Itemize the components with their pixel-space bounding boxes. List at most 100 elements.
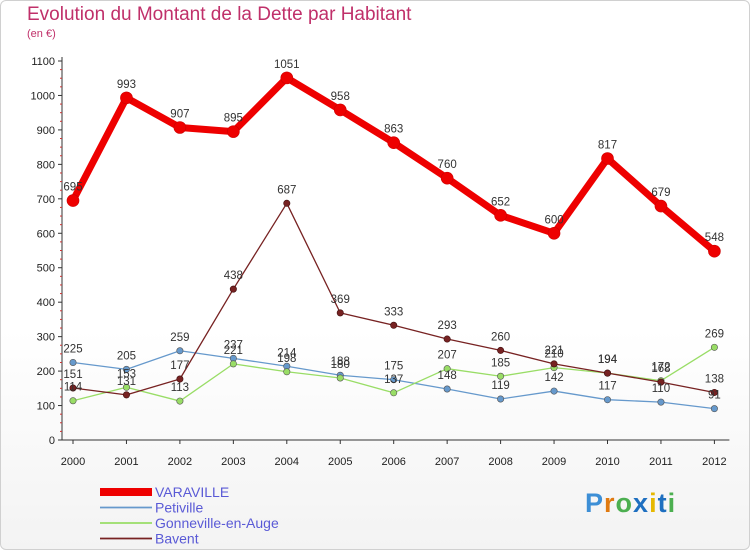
data-point-varaville: [66, 194, 80, 207]
data-point-petiville: [69, 358, 77, 366]
data-label-bavent: 138: [705, 373, 724, 385]
data-point-bavent: [229, 285, 237, 293]
data-point-varaville: [601, 152, 614, 165]
x-tick-label: 2001: [114, 456, 138, 468]
x-tick-label: 2000: [61, 456, 85, 468]
data-label-gonneville-en-auge: 194: [598, 354, 618, 366]
data-point-bavent: [710, 388, 718, 396]
data-label-varaville: 993: [117, 79, 136, 91]
chart-title: Evolution du Montant de la Dette par Hab…: [27, 4, 412, 25]
data-label-bavent: 438: [224, 270, 243, 282]
data-point-bavent: [122, 391, 130, 399]
chart-subtitle: (en €): [27, 28, 56, 40]
data-label-gonneville-en-auge: 137: [384, 374, 403, 386]
x-tick-label: 2010: [595, 456, 619, 468]
x-tick-label: 2003: [221, 456, 245, 468]
x-tick-label: 2006: [381, 456, 405, 468]
data-label-bavent: 131: [117, 376, 136, 388]
data-point-bavent: [283, 199, 291, 207]
data-label-petiville: 259: [170, 332, 189, 344]
data-label-gonneville-en-auge: 198: [277, 353, 296, 365]
x-tick-label: 2008: [488, 456, 512, 468]
data-point-gonneville-en-auge: [122, 383, 130, 391]
data-label-varaville: 548: [705, 232, 724, 244]
data-label-petiville: 119: [491, 380, 509, 392]
x-tick-label: 2009: [542, 456, 566, 468]
series-line-varaville: [69, 74, 717, 254]
data-point-varaville: [227, 125, 240, 138]
x-tick-label: 2007: [435, 456, 459, 468]
data-point-gonneville-en-auge: [443, 365, 451, 373]
data-point-petiville: [443, 385, 451, 393]
data-label-gonneville-en-auge: 207: [438, 350, 457, 362]
data-label-gonneville-en-auge: 153: [117, 368, 136, 380]
data-label-petiville: 142: [544, 372, 563, 384]
legend-label-bavent: Bavent: [155, 531, 199, 547]
data-point-varaville: [547, 226, 561, 240]
data-label-varaville: 895: [224, 113, 243, 125]
data-label-varaville: 907: [170, 108, 189, 120]
x-tick-label: 2012: [702, 456, 726, 468]
data-point-varaville: [654, 199, 668, 213]
data-label-varaville: 760: [438, 159, 457, 171]
data-label-petiville: 148: [438, 370, 457, 382]
data-label-petiville: 205: [117, 350, 136, 362]
data-point-varaville: [440, 171, 454, 185]
data-label-gonneville-en-auge: 113: [171, 382, 189, 394]
data-point-petiville: [390, 376, 398, 384]
data-label-petiville: 110: [652, 383, 670, 395]
data-point-bavent: [657, 378, 665, 386]
data-label-bavent: 177: [170, 360, 189, 372]
x-tick-label: 2011: [649, 456, 673, 468]
legend-label-varaville: VARAVILLE: [155, 484, 229, 500]
y-tick-label: 200: [37, 366, 55, 378]
data-label-varaville: 958: [331, 91, 350, 103]
data-label-varaville: 863: [384, 124, 403, 136]
data-label-petiville: 214: [277, 347, 297, 359]
y-tick-label: 1100: [31, 56, 55, 68]
data-point-bavent: [390, 321, 398, 329]
data-label-gonneville-en-auge: 221: [224, 345, 243, 357]
data-label-bavent: 333: [384, 306, 403, 318]
data-label-petiville: 225: [63, 343, 82, 355]
data-label-varaville: 652: [491, 196, 510, 208]
data-point-gonneville-en-auge: [390, 389, 398, 397]
data-label-petiville: 91: [708, 390, 721, 402]
data-label-petiville: 175: [384, 361, 403, 373]
data-point-gonneville-en-auge: [497, 372, 505, 380]
data-label-gonneville-en-auge: 210: [544, 349, 563, 361]
legend-label-petiville: Petiville: [155, 500, 203, 516]
data-point-bavent: [176, 375, 184, 383]
data-label-bavent: 194: [598, 354, 618, 366]
data-label-bavent: 687: [277, 184, 296, 196]
data-label-gonneville-en-auge: 172: [651, 362, 670, 374]
data-point-petiville: [497, 395, 505, 403]
data-label-petiville: 188: [331, 356, 350, 368]
data-point-varaville: [173, 121, 187, 134]
y-tick-label: 600: [37, 228, 55, 240]
y-tick-label: 400: [37, 297, 55, 309]
data-point-varaville: [333, 103, 347, 117]
data-label-varaville: 1051: [274, 59, 300, 71]
data-point-gonneville-en-auge: [229, 360, 237, 368]
data-point-varaville: [120, 91, 133, 105]
data-label-bavent: 260: [491, 331, 510, 343]
data-label-bavent: 168: [651, 363, 670, 375]
data-label-varaville: 695: [63, 182, 82, 194]
x-tick-label: 2004: [275, 456, 299, 468]
legend-label-gonneville-en-auge: Gonneville-en-Auge: [155, 515, 279, 531]
data-point-varaville: [494, 209, 507, 222]
y-tick-label: 100: [37, 401, 55, 413]
data-point-varaville: [280, 71, 294, 85]
data-label-varaville: 817: [598, 140, 617, 152]
y-tick-label: 700: [37, 194, 55, 206]
data-label-petiville: 117: [598, 381, 616, 393]
data-point-petiville: [176, 347, 184, 355]
data-label-bavent: 369: [331, 294, 350, 306]
data-point-varaville: [387, 136, 401, 149]
x-tick-label: 2005: [328, 456, 352, 468]
data-point-bavent: [603, 369, 611, 377]
data-point-gonneville-en-auge: [283, 368, 291, 376]
